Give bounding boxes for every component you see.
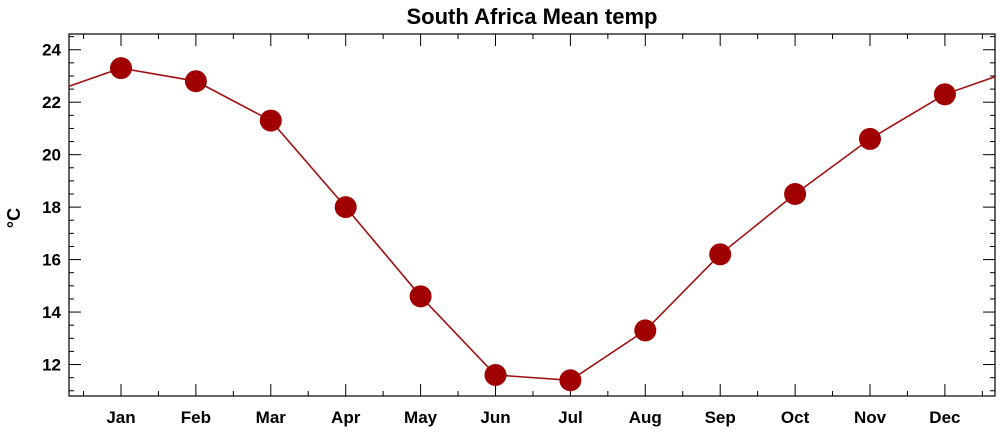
data-point	[110, 57, 132, 80]
y-tick-label: 18	[42, 198, 61, 217]
x-tick-label: Jul	[558, 408, 583, 427]
x-tick-label: Jun	[480, 408, 510, 427]
x-tick-label: Dec	[929, 408, 960, 427]
y-tick-label: 20	[42, 146, 61, 165]
data-point	[709, 243, 732, 266]
data-point	[784, 183, 807, 206]
x-tick-label: Apr	[331, 408, 361, 427]
y-axis-tick-labels: 12 14 16 18 20 22 24	[42, 41, 61, 375]
data-point	[334, 196, 357, 219]
x-tick-label: Feb	[181, 408, 211, 427]
y-axis-label: °C	[4, 208, 24, 228]
data-point	[559, 369, 582, 392]
data-point	[259, 109, 282, 132]
data-point	[859, 127, 881, 150]
chart-title: South Africa Mean temp	[407, 4, 658, 29]
data-point	[634, 319, 657, 342]
x-tick-label: Mar	[256, 408, 287, 427]
x-tick-label: Nov	[854, 408, 887, 427]
y-tick-label: 24	[42, 41, 61, 60]
y-tick-label: 14	[42, 303, 61, 322]
data-point	[933, 83, 956, 106]
y-tick-label: 16	[42, 251, 61, 270]
data-point	[184, 70, 207, 93]
x-tick-label: Aug	[629, 408, 662, 427]
data-points	[110, 57, 956, 392]
axis-ticks	[69, 34, 995, 396]
x-axis-tick-labels: Jan Feb Mar Apr May Jun Jul Aug Sep Oct Nov Dec	[106, 408, 960, 427]
x-tick-label: Sep	[705, 408, 736, 427]
data-point	[409, 285, 432, 308]
series-line-path	[68, 67, 996, 382]
x-tick-label: Jan	[106, 408, 135, 427]
x-tick-label: Oct	[781, 408, 810, 427]
y-tick-label: 12	[42, 356, 61, 375]
y-tick-label: 22	[42, 93, 61, 112]
x-tick-label: May	[404, 408, 438, 427]
plot-frame	[68, 33, 996, 397]
data-point	[484, 364, 507, 387]
series-line	[68, 67, 996, 382]
